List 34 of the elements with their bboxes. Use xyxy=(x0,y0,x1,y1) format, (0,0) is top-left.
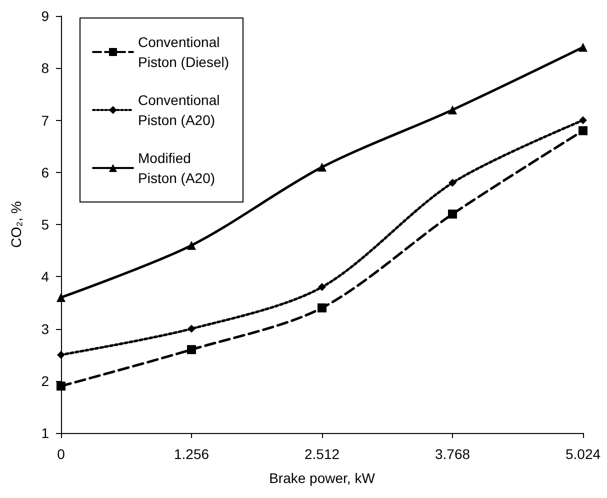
x-tick-label: 3.768 xyxy=(434,446,470,462)
point xyxy=(448,210,457,219)
y-tick-label: 9 xyxy=(41,8,50,24)
point xyxy=(318,303,326,312)
y-tick-label: 5 xyxy=(41,216,50,232)
y-tick-label: 4 xyxy=(41,268,50,285)
y-tick-label: 2 xyxy=(41,372,50,389)
point xyxy=(579,116,587,124)
x-tick-label: 2.512 xyxy=(304,446,340,462)
point xyxy=(187,240,196,250)
point xyxy=(578,42,588,52)
y-tick-label: 7 xyxy=(41,112,50,128)
point xyxy=(318,162,326,172)
y-tick-label: 1 xyxy=(41,425,50,441)
y-axis-title: CO₂, % xyxy=(8,201,24,248)
y-tick-label: 6 xyxy=(41,164,50,180)
x-tick-label: 5.024 xyxy=(565,446,601,462)
point xyxy=(448,178,456,187)
legend-label: Conventional Piston (Diesel) xyxy=(138,34,230,70)
legend-label: Conventional Piston (A20) xyxy=(138,92,224,128)
x-tick-label: 0 xyxy=(57,446,66,462)
point xyxy=(578,126,588,136)
y-tick-label: 8 xyxy=(41,60,50,76)
point xyxy=(187,345,196,354)
y-tick-label: 3 xyxy=(41,320,50,337)
x-tick-label: 1.256 xyxy=(174,446,210,462)
point xyxy=(56,382,66,391)
point xyxy=(188,324,196,333)
x-axis-title: Brake power, kW xyxy=(269,470,376,486)
point xyxy=(318,283,326,292)
point xyxy=(56,292,66,302)
point xyxy=(448,105,457,114)
legend-label: Modified Piston (A20) xyxy=(138,150,216,186)
point xyxy=(57,350,65,359)
